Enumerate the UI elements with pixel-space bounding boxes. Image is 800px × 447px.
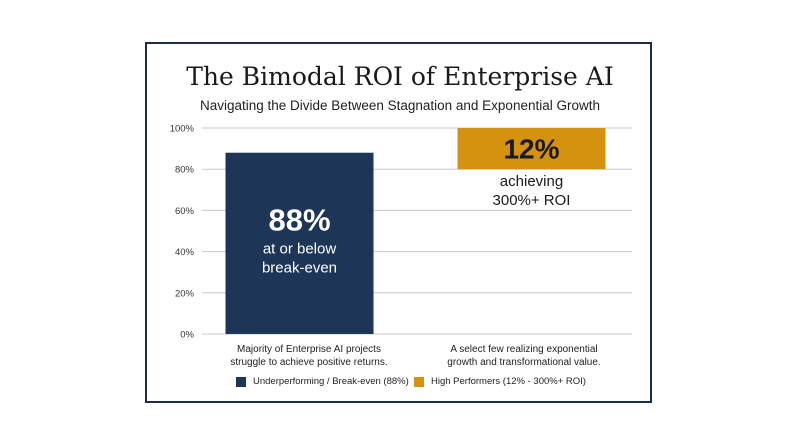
chart-title: The Bimodal ROI of Enterprise AI	[186, 62, 614, 91]
y-tick-label: 80%	[175, 165, 195, 176]
bar-value-label: 12%	[503, 134, 559, 165]
bar-description-underperforming: Majority of Enterprise AI projects strug…	[205, 343, 413, 369]
description-line: Majority of Enterprise AI projects	[237, 344, 381, 355]
bar-sub-label: at or below	[263, 240, 337, 257]
bar-sub-label: achieving	[500, 173, 563, 190]
y-tick-label: 20%	[175, 288, 195, 299]
legend-item-high-performers: High Performers (12% - 300%+ ROI)	[414, 376, 586, 387]
description-line: A select few realizing exponential	[450, 344, 598, 355]
bar-description-high-performers: A select few realizing exponential growt…	[418, 343, 630, 369]
description-line: struggle to achieve positive returns.	[230, 357, 388, 368]
bar-value-label: 88%	[268, 202, 330, 237]
bar	[225, 152, 374, 334]
y-tick-label: 60%	[175, 206, 195, 217]
legend-swatch	[414, 376, 424, 387]
bar	[457, 128, 606, 170]
bar-sub-label: break-even	[262, 259, 337, 276]
legend-item-underperforming: Underperforming / Break-even (88%)	[236, 376, 409, 387]
description-line: growth and transformational value.	[447, 357, 601, 368]
legend-label: Underperforming / Break-even (88%)	[253, 376, 409, 387]
y-tick-label: 100%	[170, 124, 195, 135]
bar-sub-label: 300%+ ROI	[493, 192, 571, 209]
legend-label: High Performers (12% - 300%+ ROI)	[431, 376, 586, 387]
legend-swatch	[236, 376, 246, 387]
y-tick-label: 0%	[180, 330, 194, 341]
y-tick-label: 40%	[175, 247, 195, 258]
chart-subtitle: Navigating the Divide Between Stagnation…	[199, 98, 600, 113]
